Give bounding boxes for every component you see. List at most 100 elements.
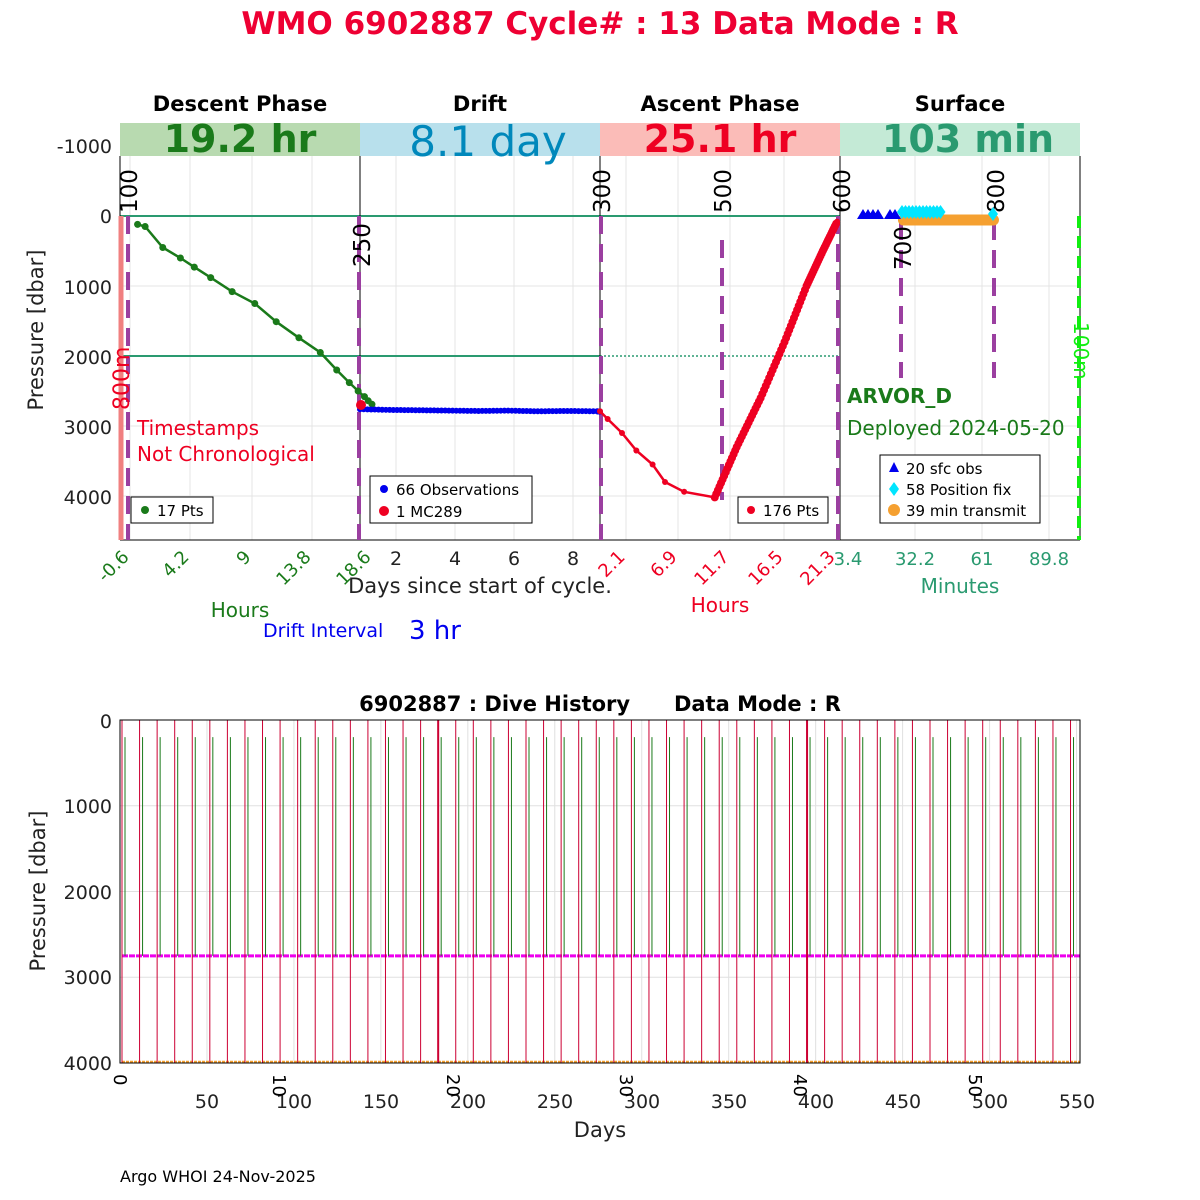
top-y-axis-label: Pressure [dbar] [24, 250, 48, 411]
x-tick-label: 4 [449, 548, 461, 570]
history-x-axis: 50 100 150 200 250 300 350 400 450 500 5… [195, 1091, 1095, 1142]
data-point [618, 430, 625, 436]
x-tick-label: 500 [972, 1091, 1008, 1113]
x-tick-label: 150 [363, 1091, 399, 1113]
phase-title-descent: Descent Phase [153, 92, 327, 116]
x-tick-label: 32.2 [895, 549, 935, 570]
y-tick-label: 3000 [64, 967, 112, 989]
y-tick-label: 0 [100, 711, 112, 733]
data-point [662, 479, 669, 485]
x-tick-label: 6 [508, 548, 520, 570]
x-tick-label: 550 [1059, 1091, 1095, 1113]
position-fix-marker [935, 205, 946, 219]
cycle-marker-label: 300 [590, 169, 616, 213]
x-tick-label: 50 [195, 1091, 219, 1113]
cycle-marker-label: 600 [830, 169, 856, 213]
surface-obs-marker [872, 209, 884, 219]
figure-title: WMO 6902887 Cycle# : 13 Data Mode : R [241, 6, 958, 42]
drift-x-ticks: 2 4 6 8 Days since start of cycle. [348, 548, 612, 598]
surface-unit: Minutes [921, 574, 1000, 598]
legend-label: 20 sfc obs [906, 460, 983, 478]
data-point [832, 219, 841, 228]
data-point [354, 387, 362, 395]
legend-ascent: 176 Pts [737, 496, 829, 524]
x-tick-label: 250 [537, 1091, 573, 1113]
legend-label: 39 min transmit [906, 502, 1026, 520]
surface-x-ticks: 3.4 32.2 61 89.8 Minutes [834, 549, 1069, 598]
cycle-marker-label: 100 [117, 169, 143, 213]
x-tick-label: 9 [233, 547, 256, 570]
legend-marker-transmit [888, 504, 900, 516]
phase-headers: Descent Phase Drift Ascent Phase Surface… [120, 92, 1080, 166]
ascent-x-ticks: 2.1 6.9 11.7 16.5 21.3 Hours [594, 547, 839, 617]
history-plot-box [119, 719, 1081, 1064]
x-tick-label: 450 [885, 1091, 921, 1113]
cycle-marker-labels: 100 250 300 500 600 700 800 [117, 169, 1010, 270]
x-tick-label: 200 [450, 1091, 486, 1113]
legend-label: 66 Observations [396, 481, 519, 499]
deployed-date: Deployed 2024-05-20 [847, 416, 1065, 440]
legend-drift: 66 Observations 1 MC289 [369, 475, 533, 524]
footer-credit: Argo WHOI 24-Nov-2025 [120, 1167, 316, 1186]
x-tick-label: 4.2 [158, 547, 193, 582]
y-tick-label: 1000 [64, 277, 112, 299]
data-point [272, 318, 280, 326]
data-point [604, 416, 611, 422]
x-tick-label: 11.7 [690, 547, 733, 590]
phase-duration-surface: 103 min [882, 117, 1054, 161]
top-x-axis-label: Days since start of cycle. [348, 574, 612, 598]
legend-marker-position-fix [889, 482, 899, 496]
cycle-tick-label: 10 [268, 1074, 289, 1097]
legend-label: 1 MC289 [396, 503, 462, 521]
legend-marker-descent [141, 506, 149, 514]
history-x-axis-label: Days [574, 1118, 626, 1142]
data-point [228, 288, 236, 296]
phase-duration-descent: 19.2 hr [164, 117, 317, 161]
data-point [141, 223, 149, 230]
data-point [368, 400, 376, 408]
x-tick-label: 350 [711, 1091, 747, 1113]
float-type: ARVOR_D [847, 384, 952, 408]
top-grid [120, 145, 1080, 540]
dive-history-title: 6902887 : Dive History Data Mode : R [359, 692, 841, 716]
cycle-marker-lines [126, 216, 996, 540]
series-line-descent [137, 223, 373, 406]
legend-surface: 20 sfc obs 58 Position fix 39 min transm… [879, 454, 1041, 524]
data-point [316, 349, 324, 356]
x-tick-label: 13.8 [272, 547, 315, 590]
legend-box [369, 475, 533, 524]
cycle-tick-label: 50 [964, 1074, 985, 1097]
position-fix-marker [988, 207, 998, 221]
phase-band-drift [360, 123, 600, 156]
history-profiles [121, 720, 1080, 1064]
data-point [345, 379, 353, 387]
cycle-marker-label: 800 [984, 169, 1010, 213]
history-y-axis: 0 1000 2000 3000 4000 Pressure [dbar] [26, 711, 112, 1075]
legend-marker-drift [380, 485, 388, 493]
legend-marker-ascent [747, 506, 755, 514]
data-point [190, 263, 198, 271]
mc289-point [356, 400, 366, 410]
y-tick-label: -1000 [57, 136, 112, 158]
top-y-axis: -1000 0 1000 2000 3000 4000 Pressure [db… [24, 136, 112, 509]
phase-title-ascent: Ascent Phase [641, 92, 800, 116]
top-data-series [134, 205, 999, 502]
warning-line-1: Timestamps [136, 416, 259, 440]
x-tick-label: 100 [276, 1091, 312, 1113]
label-100m: 100m [1069, 322, 1093, 380]
legend-marker-mc289 [379, 506, 389, 516]
x-tick-label: 3.4 [834, 549, 863, 570]
cycle-tick-label: 30 [615, 1074, 636, 1097]
legend-marker-sfc-obs [889, 462, 899, 472]
y-tick-label: 3000 [64, 417, 112, 439]
legend-box [879, 454, 1041, 524]
phase-duration-ascent: 25.1 hr [644, 117, 797, 161]
history-y-axis-label: Pressure [dbar] [26, 811, 50, 972]
descent-unit: Hours [211, 598, 270, 622]
cycle-marker-label: 250 [350, 223, 376, 267]
history-grid [120, 720, 1080, 1063]
legend-label: 176 Pts [763, 502, 819, 520]
x-tick-label: 61 [971, 549, 994, 570]
x-tick-label: 8 [567, 548, 579, 570]
x-tick-label: -0.6 [94, 547, 134, 587]
